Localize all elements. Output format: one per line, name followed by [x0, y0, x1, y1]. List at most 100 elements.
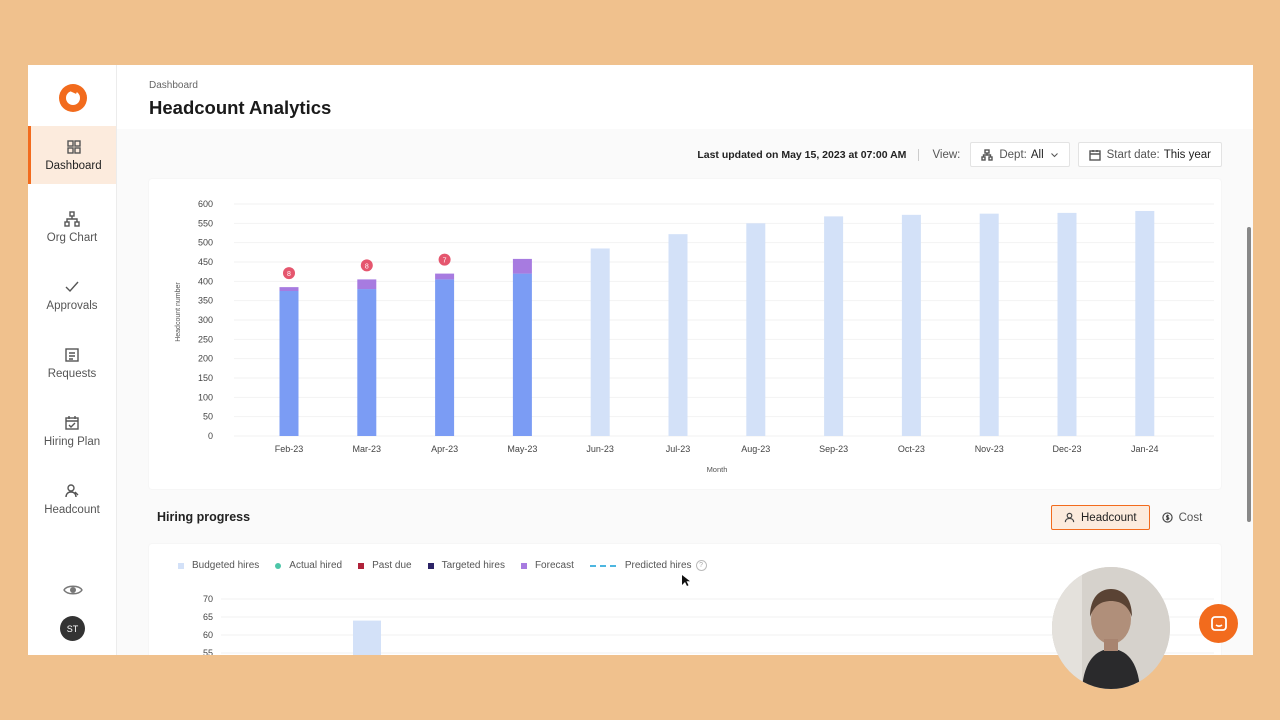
- bar-actual: [435, 279, 455, 436]
- y-tick-label: 350: [198, 296, 213, 306]
- last-updated-text: Last updated on May 15, 2023 at 07:00 AM: [697, 148, 907, 161]
- bar-actual: [512, 273, 532, 436]
- y-tick-label: 600: [198, 199, 213, 209]
- alert-badge: [438, 253, 451, 266]
- sidebar-item-dashboard[interactable]: Dashboard: [28, 126, 116, 184]
- calendar-icon: [1088, 149, 1101, 161]
- check-icon: [65, 281, 79, 292]
- start-date-value: This year: [1163, 148, 1211, 161]
- x-tick-label: Sep-23: [819, 444, 848, 454]
- chevron-down-icon: [1050, 152, 1058, 157]
- toggle-label: Cost: [1178, 511, 1203, 524]
- chat-icon: [1210, 615, 1227, 631]
- sidebar-item-label: Hiring Plan: [43, 435, 101, 448]
- y-tick-label: 50: [203, 412, 213, 422]
- start-date-label: Start date:: [1106, 148, 1160, 161]
- legend-label: Predicted hires: [624, 560, 692, 571]
- sidebar-item-approvals[interactable]: Approvals: [28, 266, 116, 324]
- bar-budgeted: [1057, 212, 1077, 436]
- headcount-toggle-button[interactable]: Headcount: [1051, 505, 1150, 530]
- legend-swatch: [427, 562, 434, 569]
- calendar-icon: [65, 415, 79, 430]
- y-tick-label: 400: [198, 276, 213, 286]
- y-tick-label: 550: [198, 218, 213, 228]
- breadcrumb[interactable]: Dashboard: [149, 80, 198, 91]
- page-header: Dashboard Headcount Analytics: [117, 65, 1253, 129]
- grid-icon: [66, 139, 81, 154]
- metric-toggle: Headcount Cost: [1051, 505, 1214, 530]
- bar-budgeted: [668, 234, 688, 436]
- avatar-initials: ST: [66, 623, 79, 634]
- y-tick-label: 55: [203, 648, 213, 655]
- x-tick-label: Feb-23: [275, 444, 304, 454]
- sidebar-item-requests[interactable]: Requests: [28, 334, 116, 392]
- x-tick-label: Jan-24: [1131, 444, 1159, 454]
- x-tick-label: Jun-23: [586, 444, 614, 454]
- y-tick-label: 0: [208, 431, 213, 441]
- y-tick-label: 70: [203, 594, 213, 604]
- hiring-progress-chart: 55 60 65 70: [203, 594, 1214, 655]
- legend-label: Actual hired: [289, 560, 343, 571]
- help-icon[interactable]: ?: [695, 560, 707, 571]
- x-axis-label: Month: [707, 465, 728, 474]
- toolbar: Last updated on May 15, 2023 at 07:00 AM…: [697, 142, 1222, 167]
- x-tick-label: Mar-23: [353, 444, 382, 454]
- legend-label: Past due: [372, 560, 412, 571]
- presenter-image: [1052, 567, 1170, 689]
- alert-badge: [283, 267, 295, 280]
- user-icon: [1064, 512, 1075, 523]
- sidebar-item-hiring-plan[interactable]: Hiring Plan: [28, 402, 116, 460]
- scrollbar[interactable]: [1247, 227, 1251, 522]
- alert-badge-count: 8: [365, 263, 369, 270]
- start-date-button[interactable]: Start date: This year: [1077, 142, 1222, 167]
- sidebar-item-headcount[interactable]: Headcount: [28, 470, 116, 528]
- org-chart-icon: [64, 210, 80, 227]
- y-tick-label: 300: [198, 315, 213, 325]
- legend-item[interactable]: Forecast: [520, 560, 574, 571]
- bar-budgeted: [979, 213, 999, 436]
- dept-filter-value: All: [1030, 148, 1044, 161]
- legend-item[interactable]: Predicted hires: [589, 560, 692, 571]
- bar-forecast: [357, 279, 377, 290]
- x-tick-label: Jul-23: [666, 444, 691, 454]
- x-tick-label: Apr-23: [431, 444, 458, 454]
- legend-swatch: [589, 564, 616, 567]
- bar-forecast: [435, 273, 455, 280]
- y-tick-label: 65: [203, 612, 213, 622]
- y-tick-label: 60: [203, 630, 213, 640]
- y-tick-label: 150: [198, 373, 213, 383]
- legend-item[interactable]: Past due: [358, 560, 412, 571]
- chat-launcher-button[interactable]: [1199, 604, 1238, 643]
- eye-icon[interactable]: [63, 582, 83, 598]
- y-tick-label: 100: [198, 392, 213, 402]
- legend-label: Budgeted hires: [192, 560, 260, 571]
- user-avatar[interactable]: ST: [60, 616, 85, 641]
- y-tick-label: 500: [198, 238, 213, 248]
- bar-budgeted: [1135, 210, 1155, 436]
- app-window: Dashboard Org Chart Approvals Requests H…: [28, 65, 1253, 655]
- x-tick-label: Oct-23: [898, 444, 925, 454]
- y-tick-label: 200: [198, 354, 213, 364]
- legend-swatch: [520, 562, 527, 569]
- dept-filter-button[interactable]: Dept: All: [970, 142, 1070, 167]
- page-title: Headcount Analytics: [149, 97, 332, 118]
- legend-label: Targeted hires: [441, 560, 505, 571]
- list-icon: [65, 347, 79, 362]
- legend-item[interactable]: Budgeted hires: [178, 560, 259, 571]
- y-tick-label: 450: [198, 257, 213, 267]
- cost-toggle-button[interactable]: Cost: [1150, 505, 1215, 530]
- sidebar-item-org-chart[interactable]: Org Chart: [28, 198, 116, 256]
- dept-filter-label: Dept:: [999, 148, 1027, 161]
- dollar-icon: [1161, 512, 1173, 523]
- bar-forecast: [279, 287, 299, 291]
- legend-item[interactable]: Targeted hires: [427, 560, 505, 571]
- brand-logo-icon[interactable]: [59, 84, 87, 112]
- legend-item[interactable]: Actual hired: [275, 560, 342, 571]
- bar-budgeted-hires: [353, 620, 381, 655]
- sidebar-item-label: Org Chart: [46, 231, 98, 244]
- y-axis-label: Headcount number: [175, 282, 182, 342]
- hiring-progress-card: Budgeted hires Actual hired Past due Tar…: [149, 544, 1221, 655]
- chart-legend: Budgeted hires Actual hired Past due Tar…: [178, 560, 707, 571]
- sidebar-item-label: Dashboard: [45, 159, 102, 172]
- bar-budgeted: [590, 248, 610, 436]
